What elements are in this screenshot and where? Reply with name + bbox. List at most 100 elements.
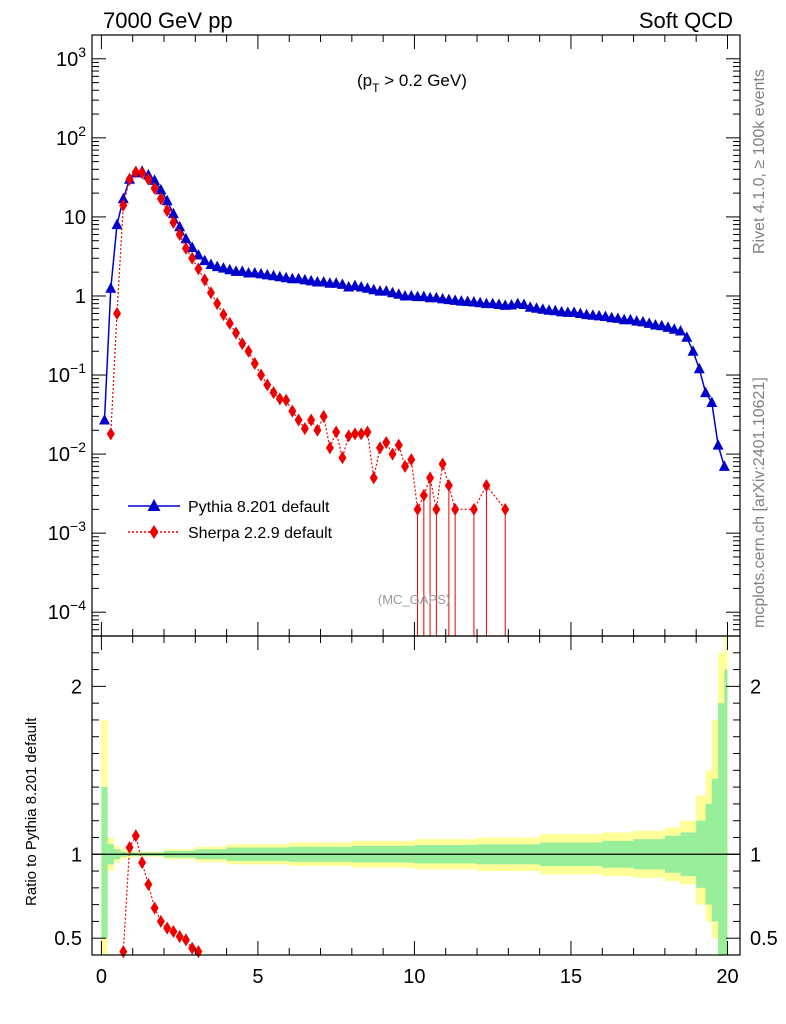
main-y-tick-exponent: −3 (70, 518, 86, 534)
pythia-point (199, 254, 211, 266)
pythia-point (117, 192, 129, 204)
sherpa-point (150, 181, 159, 195)
ratio-y-tick-label-left: 2 (71, 676, 82, 698)
x-tick-label: 5 (252, 966, 263, 988)
sherpa-point (382, 436, 391, 450)
sherpa-point (413, 502, 422, 516)
ratio-sherpa-point (131, 829, 140, 843)
side-label-rivet: Rivet 4.1.0, ≥ 100k events (751, 69, 768, 254)
main-y-tick-label: 10−4 (48, 597, 86, 624)
main-y-tick-exponent: 3 (78, 44, 86, 60)
pythia-point (380, 285, 392, 296)
sherpa-point (213, 297, 222, 311)
ratio-sherpa-point (169, 924, 178, 938)
pythia-point (656, 319, 668, 331)
pythia-point (167, 207, 179, 219)
pythia-point (205, 258, 217, 270)
x-tick-label: 0 (96, 966, 107, 988)
side-label-mcplots: mcplots.cern.ch [arXiv:2401.10621] (751, 377, 768, 628)
ratio-y-tick-label-left: 0.5 (54, 928, 82, 950)
ratio-panel: 0.5 0.51 12 20 5 10 15 20 Ratio to Pythia 8.201… (23, 635, 778, 988)
pythia-point (668, 323, 680, 334)
sherpa-point (438, 457, 447, 471)
pythia-point (693, 362, 705, 374)
legend-pythia-label: Pythia 8.201 default (188, 499, 330, 516)
main-y-tick-exponent: −4 (70, 597, 86, 613)
legend-sherpa-label: Sherpa 2.2.9 default (188, 525, 333, 542)
main-y-tick-label: 10−1 (48, 360, 86, 387)
sherpa-point (244, 344, 253, 358)
ratio-sherpa-point (125, 841, 134, 855)
pythia-point (675, 325, 687, 336)
pythia-point (393, 288, 405, 299)
main-series-layer (99, 165, 730, 636)
pythia-point (330, 277, 342, 288)
sherpa-point (163, 204, 172, 218)
pythia-point (217, 262, 229, 273)
sherpa-point (194, 262, 203, 276)
pythia-point (211, 260, 223, 272)
pythia-point (662, 321, 674, 332)
main-y-tick-exponent: −2 (70, 439, 86, 455)
pythia-point (349, 279, 361, 291)
sherpa-point (319, 409, 328, 423)
sherpa-point (332, 425, 341, 439)
sherpa-point (263, 378, 272, 392)
pythia-point (687, 345, 699, 356)
sherpa-point (388, 447, 397, 461)
pythia-point (681, 331, 693, 342)
sherpa-point (106, 427, 115, 441)
sherpa-point (288, 404, 297, 418)
sherpa-point (350, 427, 359, 441)
pythia-point (624, 313, 636, 325)
sherpa-point (156, 192, 165, 206)
sherpa-point (401, 459, 410, 473)
right-title: Soft QCD (639, 8, 733, 33)
pythia-point (518, 298, 530, 310)
ratio-frame (91, 635, 741, 956)
sherpa-point (138, 166, 147, 180)
pythia-point (155, 183, 167, 195)
main-y-tick-label: 10−3 (48, 518, 86, 545)
sherpa-point (219, 308, 228, 322)
sherpa-point (125, 172, 134, 186)
sherpa-point (206, 286, 215, 300)
ratio-sherpa-point (175, 930, 184, 944)
pythia-point (368, 283, 380, 295)
sherpa-point (200, 273, 209, 287)
ratio-series-layer (119, 829, 203, 959)
pythia-point (706, 396, 718, 407)
main-panel: (MC_GAPS) 10−4 10−3 10−2 10−1 1 10 102 103 Pyth… (48, 34, 741, 637)
pythia-point (105, 282, 117, 293)
sherpa-point (338, 451, 347, 465)
sherpa-point (238, 337, 247, 351)
main-y-tick-label: 1 (75, 286, 86, 308)
pythia-point (637, 315, 649, 327)
sherpa-point (131, 165, 140, 179)
pythia-point (718, 460, 730, 471)
sherpa-point (357, 427, 366, 441)
ratio-yellow-band (101, 636, 728, 955)
cut-suffix: > 0.2 GeV) (379, 71, 466, 90)
ratio-axes: 0.5 0.51 12 20 5 10 15 20 (54, 635, 778, 988)
ratio-green-band (101, 669, 728, 955)
ratio-y-tick-label-right: 0.5 (750, 928, 778, 950)
main-y-tick-label: 10−2 (48, 439, 86, 466)
sherpa-point (275, 392, 284, 406)
sherpa-point (144, 172, 153, 186)
main-y-tick-label: 103 (56, 44, 86, 71)
sherpa-point (432, 502, 441, 516)
sherpa-point (294, 413, 303, 427)
ratio-sherpa-point (150, 901, 159, 915)
sherpa-point (169, 215, 178, 229)
ratio-sherpa-point (144, 877, 153, 891)
pythia-point (387, 286, 399, 298)
pythia-point (355, 280, 367, 292)
pythia-point (186, 241, 198, 253)
sherpa-point (469, 502, 478, 516)
pythia-point (643, 317, 655, 328)
ratio-sherpa-point (156, 914, 165, 928)
pythia-point (161, 194, 173, 206)
ratio-y-tick-label-right: 1 (750, 844, 761, 866)
